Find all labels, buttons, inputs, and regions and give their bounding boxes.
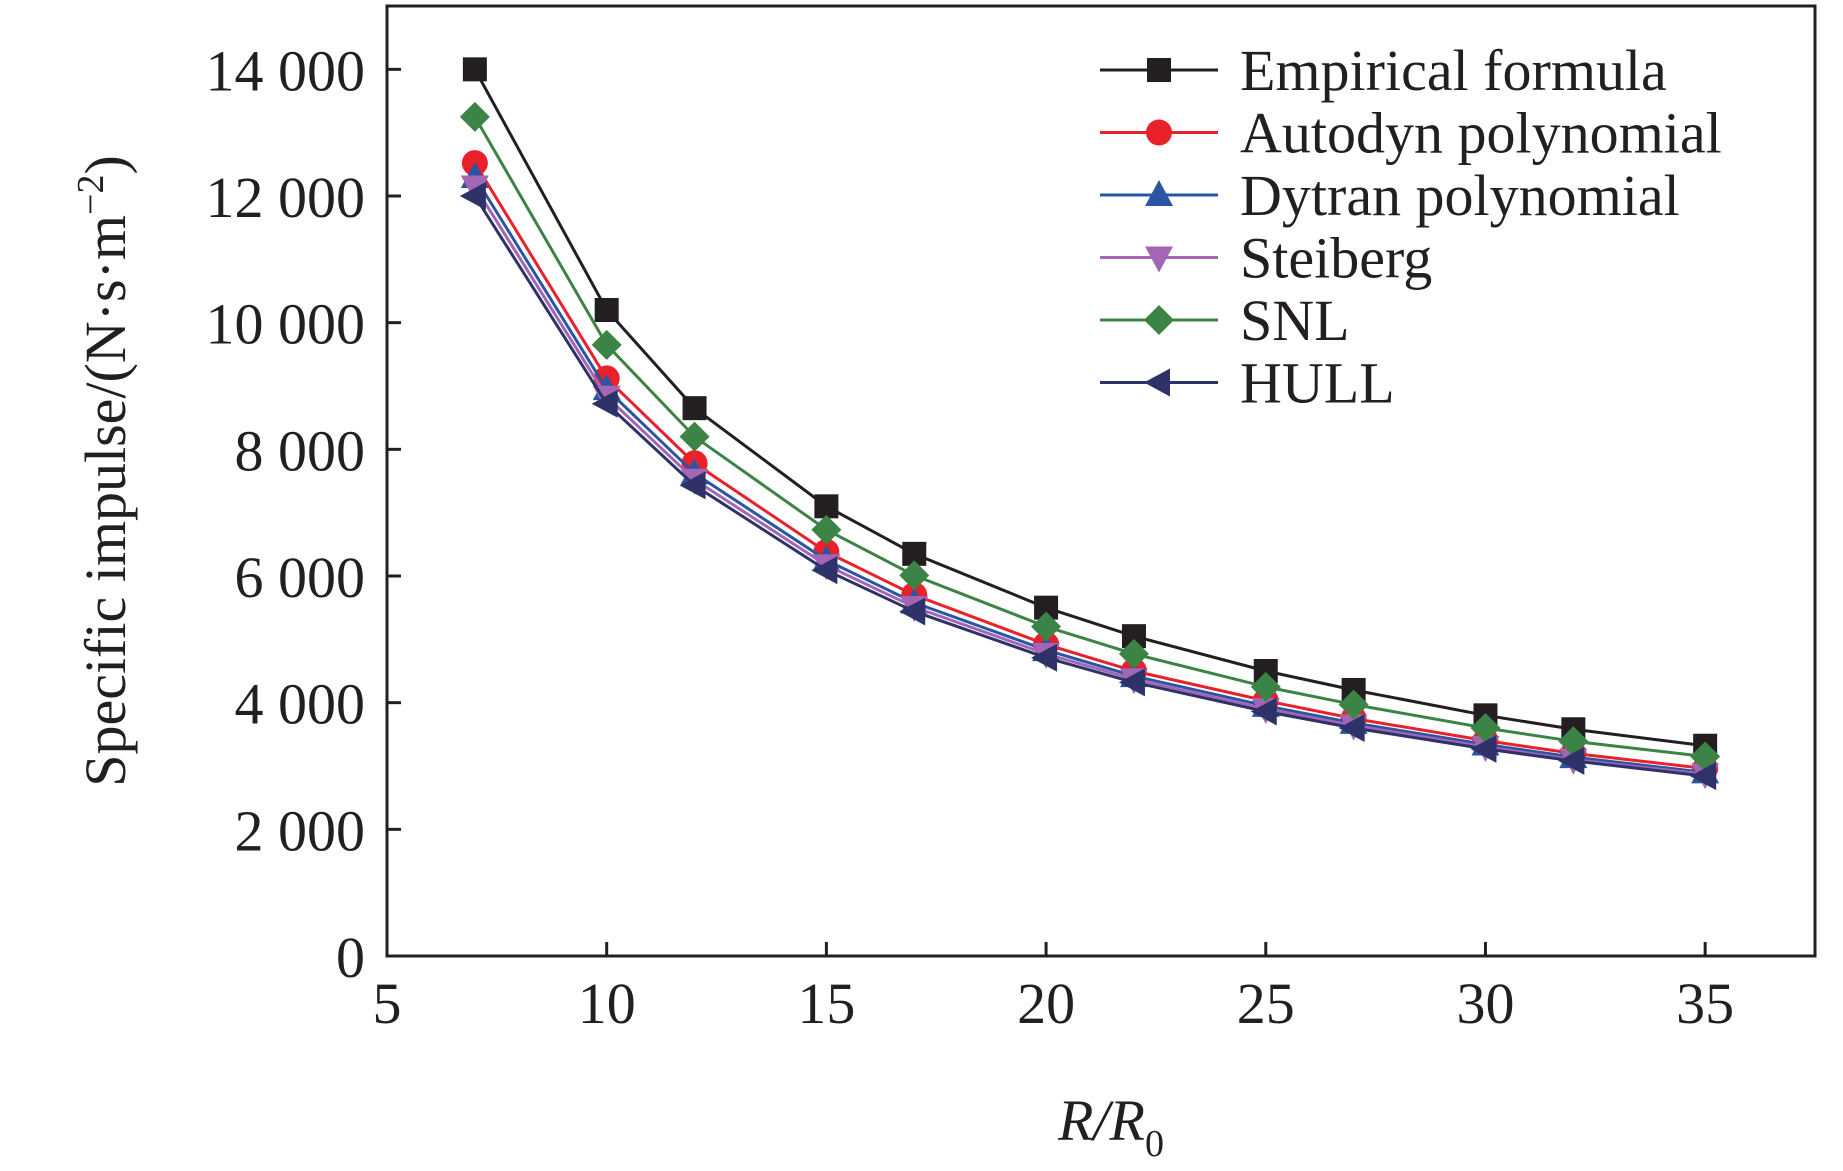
y-axis-title-main: Specific impulse/(N·s·m (73, 215, 138, 787)
data-point (679, 421, 710, 452)
series-autodyn-polynomial (461, 150, 1719, 782)
y-axis: 0 2 000 4 000 6 000 8 000 10 000 12 000 14 000 (206, 38, 401, 990)
y-axis-title: Specific impulse/(N·s·m−2) (70, 155, 138, 787)
x-tick-label: 25 (1237, 971, 1295, 1036)
x-tick-label: 35 (1676, 971, 1734, 1036)
legend-item: Empirical formula (1100, 38, 1667, 103)
series-line (473, 68, 1706, 748)
series-dytran-polynomial (460, 162, 1720, 784)
data-point (899, 560, 930, 591)
data-point (1690, 762, 1717, 791)
data-point (1690, 741, 1721, 772)
data-point (1558, 746, 1585, 775)
data-point (594, 298, 619, 322)
y-tick-label: 6 000 (235, 545, 366, 610)
data-point (459, 101, 490, 132)
y-tick-label: 12 000 (206, 165, 366, 230)
x-tick-label: 20 (1017, 971, 1075, 1036)
series-line (473, 162, 1706, 771)
legend-marker (1145, 180, 1173, 206)
legend-item: Dytran polynomial (1100, 163, 1680, 228)
data-point (899, 597, 926, 626)
data-point (1118, 638, 1149, 669)
y-tick-label: 4 000 (235, 672, 366, 737)
legend-item: SNL (1100, 288, 1350, 353)
legend-item: Steiberg (1100, 226, 1432, 291)
y-tick-label: 14 000 (206, 38, 366, 103)
data-point (1250, 671, 1281, 702)
x-axis-title-main: R/R (1057, 1088, 1145, 1153)
data-point (682, 396, 707, 421)
data-point (811, 556, 838, 585)
x-tick-label: 10 (578, 971, 636, 1036)
x-tick-label: 5 (373, 971, 402, 1036)
data-point (462, 57, 487, 82)
data-point (814, 494, 839, 519)
data-point (1338, 714, 1365, 742)
legend-label: Empirical formula (1240, 38, 1667, 103)
plot-frame (385, 4, 1817, 958)
series-line (473, 195, 1706, 778)
y-axis-title-superscript: −2 (70, 175, 112, 215)
legend-marker (1144, 305, 1174, 335)
legend-marker (1146, 119, 1172, 146)
x-axis: 5 10 15 20 25 30 35 (373, 942, 1734, 1036)
legend-label: HULL (1240, 351, 1395, 416)
legend-marker (1144, 368, 1170, 397)
series-layer (459, 57, 1721, 791)
data-point (1031, 611, 1062, 642)
data-point (679, 471, 706, 500)
y-tick-label: 0 (336, 925, 365, 990)
series-line (473, 176, 1706, 774)
legend-item: HULL (1100, 351, 1395, 416)
data-point (459, 182, 486, 210)
y-tick-label: 10 000 (206, 292, 366, 357)
x-tick-label: 15 (797, 971, 855, 1036)
series-line (473, 185, 1706, 776)
y-tick-label: 2 000 (235, 798, 366, 863)
data-point (1470, 734, 1497, 763)
data-point (1250, 697, 1277, 726)
x-axis-title: R/R0 (1057, 1088, 1164, 1165)
legend-label: SNL (1240, 288, 1350, 353)
data-point (591, 389, 618, 418)
series-line (473, 116, 1706, 758)
legend-label: Steiberg (1240, 226, 1432, 291)
x-axis-title-subscript: 0 (1145, 1123, 1164, 1165)
series-snl (459, 101, 1721, 772)
data-point (1338, 689, 1369, 720)
legend-marker (1145, 246, 1173, 273)
y-tick-label: 8 000 (235, 418, 366, 483)
data-point (811, 514, 842, 545)
y-axis-title-close: ) (73, 155, 138, 174)
data-point (1118, 668, 1145, 697)
data-point (591, 329, 622, 360)
x-tick-label: 30 (1456, 971, 1514, 1036)
legend-label: Dytran polynomial (1240, 163, 1680, 228)
legend-label: Autodyn polynomial (1240, 101, 1722, 166)
series-hull (459, 182, 1717, 791)
series-steiberg (460, 175, 1720, 790)
data-point (1558, 726, 1589, 757)
legend-marker (1147, 58, 1171, 82)
data-point (1031, 643, 1058, 672)
legend-item: Autodyn polynomial (1100, 101, 1722, 166)
data-point (1470, 713, 1501, 743)
